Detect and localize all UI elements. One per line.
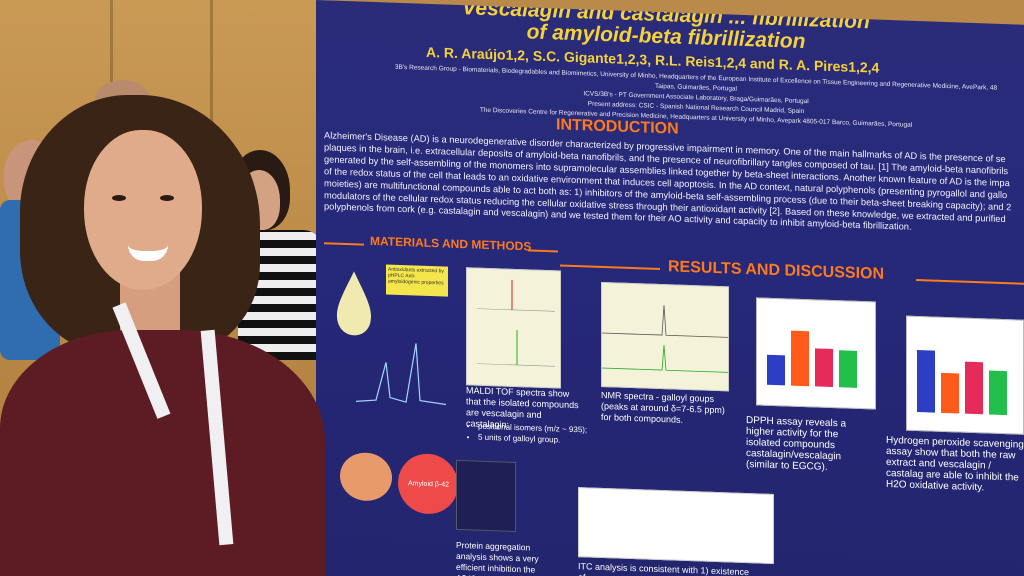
divider xyxy=(916,278,1024,285)
intro-heading: INTRODUCTION xyxy=(556,116,679,138)
poster-affiliations: 3B's Research Group - Biomaterials, Biod… xyxy=(376,62,1016,134)
drop-icon xyxy=(337,271,371,336)
dpph-bar-chart xyxy=(756,297,876,410)
methods-heading: MATERIALS AND METHODS xyxy=(370,233,532,254)
chart-bar xyxy=(917,349,935,413)
person-torso xyxy=(0,330,325,576)
chart-bar xyxy=(941,372,959,414)
chart-bar xyxy=(767,354,785,386)
person-eye xyxy=(160,195,174,201)
itc-caption: ITC analysis is consistent with 1) exist… xyxy=(578,561,750,576)
intro-text: Alzheimer's Disease (AD) is a neurodegen… xyxy=(324,130,1012,233)
chart-bar xyxy=(791,330,809,387)
divider xyxy=(528,249,558,253)
chart-bar xyxy=(989,370,1007,416)
h2o2-bar-chart xyxy=(906,315,1024,435)
nmr-spectra-image xyxy=(601,281,729,392)
scientific-poster: Vescalagin and castalagin ... fibrilliza… xyxy=(316,0,1024,576)
amyloid-circle xyxy=(398,453,458,514)
nmr-spectrum-plot xyxy=(602,305,728,373)
divider xyxy=(560,264,660,271)
amyloid-label: Amyloid β-42 xyxy=(408,480,449,489)
itc-plots-image xyxy=(578,487,774,564)
maldi-spectrum-plot xyxy=(477,279,555,367)
person-eye xyxy=(112,195,126,201)
maldi-bullets: positional isomers (m/z ~ 935); 5 units … xyxy=(478,421,588,447)
chart-bar xyxy=(839,350,857,388)
person-face xyxy=(84,130,202,290)
nmr-caption: NMR spectra - galloyl goups (peaks at ar… xyxy=(601,389,725,425)
chart-bar xyxy=(965,361,983,415)
dpph-caption: DPPH assay reveals a higher activity for… xyxy=(746,415,847,473)
h2o2-caption: Hydrogen peroxide scavenging assay show … xyxy=(886,434,1024,494)
brain-icon xyxy=(340,452,392,501)
antioxidants-label: Antioxidants extracted by pHPLC Anti-amy… xyxy=(386,264,448,297)
protein-caption: Protein aggregation analysis shows a ver… xyxy=(456,539,539,576)
divider xyxy=(324,242,364,246)
chart-bar xyxy=(815,348,833,388)
person-smile xyxy=(128,245,168,261)
aggregation-plot xyxy=(456,459,516,532)
results-heading: RESULTS AND DISCUSSION xyxy=(668,258,885,283)
hplc-chromatogram xyxy=(356,343,446,406)
maldi-spectra-image xyxy=(466,267,561,389)
